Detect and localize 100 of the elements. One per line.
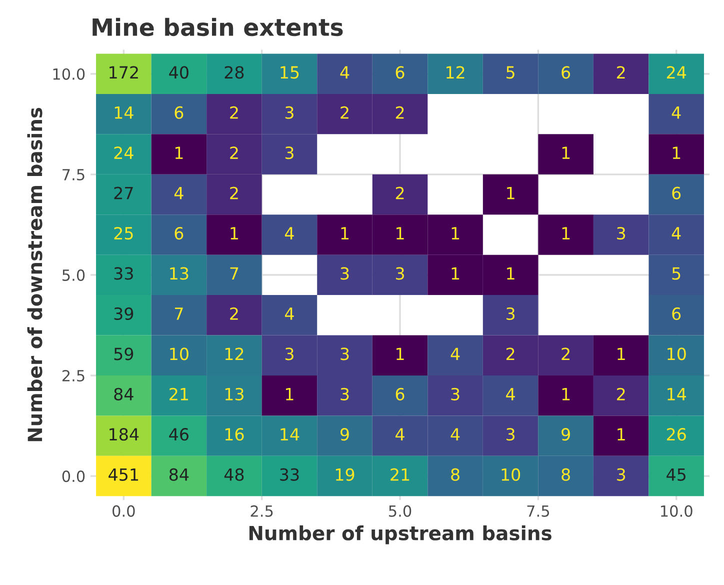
- data-label: 9: [562, 428, 570, 441]
- data-label: 33: [280, 468, 299, 481]
- data-label: 6: [174, 226, 184, 240]
- data-label: 6: [562, 66, 570, 79]
- data-label: 3: [396, 267, 404, 280]
- data-label: 1: [618, 348, 625, 360]
- x-tick-label: 5.0: [389, 505, 412, 517]
- data-label: 1: [230, 227, 238, 240]
- data-label: 6: [396, 66, 404, 79]
- data-label: 451: [108, 468, 138, 481]
- data-label: 48: [224, 468, 244, 481]
- data-label: 16: [225, 428, 244, 441]
- data-label: 4: [450, 428, 460, 440]
- data-label: 1: [562, 227, 570, 240]
- data-label: 1: [175, 146, 183, 159]
- data-label: 4: [174, 186, 184, 200]
- data-label: 2: [396, 186, 404, 200]
- data-label: 27: [114, 186, 133, 200]
- data-label: 1: [341, 227, 349, 240]
- data-label: 4: [672, 227, 681, 240]
- data-label: 2: [617, 388, 625, 400]
- data-label: 3: [285, 348, 294, 360]
- data-label: 10: [502, 468, 520, 481]
- x-tick-label: 2.5: [250, 505, 273, 517]
- data-label: 4: [450, 348, 460, 360]
- data-label: 7: [230, 267, 238, 280]
- data-label: 5: [506, 66, 514, 79]
- data-label: 3: [451, 388, 460, 400]
- data-label: 46: [169, 428, 188, 441]
- data-label: 24: [666, 66, 686, 78]
- data-label: 10: [668, 348, 686, 360]
- data-label: 1: [672, 146, 680, 159]
- data-label: 39: [114, 307, 134, 320]
- data-label: 10: [170, 348, 188, 360]
- data-label: 3: [506, 428, 515, 441]
- data-label: 5: [672, 267, 680, 280]
- data-label: 3: [617, 226, 626, 240]
- data-label: 1: [286, 388, 294, 400]
- data-label: 33: [114, 267, 133, 280]
- data-label: 1: [507, 186, 514, 200]
- x-tick-label: 0.0: [112, 505, 135, 517]
- data-label: 45: [666, 468, 686, 481]
- data-label: 1: [396, 348, 404, 360]
- data-label: 2: [340, 106, 348, 119]
- data-label: 3: [285, 146, 294, 160]
- data-label: 3: [506, 307, 515, 320]
- data-label: 1: [618, 428, 625, 440]
- data-label: 1: [507, 267, 514, 280]
- data-label: 25: [114, 226, 133, 240]
- data-label: 6: [672, 307, 681, 320]
- data-label: 28: [224, 66, 244, 79]
- x-tick-label: 7.5: [527, 506, 549, 517]
- data-label: 84: [114, 388, 134, 400]
- data-label: 12: [225, 348, 244, 360]
- data-label: 84: [169, 468, 189, 481]
- data-label: 8: [451, 468, 460, 481]
- data-label: 2: [230, 146, 238, 159]
- y-tick-label: 7.5: [62, 169, 84, 180]
- data-label: 2: [562, 348, 570, 360]
- data-label: 14: [114, 106, 134, 119]
- data-label: 2: [617, 66, 625, 78]
- data-label: 9: [340, 428, 349, 441]
- data-label: 8: [562, 468, 570, 481]
- data-label: 3: [285, 106, 294, 119]
- data-label: 6: [672, 186, 681, 200]
- data-label: 172: [110, 66, 138, 78]
- data-label: 4: [672, 106, 681, 119]
- data-label: 1: [452, 227, 460, 240]
- data-label: 3: [340, 388, 349, 400]
- x-tick-label: 10.0: [661, 505, 692, 517]
- data-label: 19: [336, 468, 354, 481]
- data-label: 15: [280, 66, 299, 79]
- data-label: 14: [280, 428, 300, 440]
- data-label: 59: [114, 348, 134, 360]
- data-label: 1: [452, 267, 460, 280]
- data-label: 1: [396, 227, 404, 240]
- data-label: 14: [668, 388, 686, 400]
- x-axis-title: Number of upstream basins: [249, 525, 552, 544]
- data-label: 4: [506, 388, 515, 400]
- y-tick-label: 0.0: [62, 470, 85, 482]
- chart-title: Mine basin extents: [92, 18, 343, 36]
- data-label: 4: [284, 308, 294, 320]
- data-label: 2: [396, 106, 404, 119]
- data-label: 2: [230, 186, 238, 200]
- data-label: 6: [174, 106, 184, 119]
- data-label: 1: [562, 388, 570, 400]
- data-label: 1: [562, 146, 570, 159]
- data-label: 24: [114, 146, 134, 159]
- data-label: 12: [446, 66, 464, 78]
- data-label: 26: [666, 428, 686, 441]
- data-label: 13: [225, 388, 244, 400]
- data-label: 6: [396, 388, 404, 400]
- y-tick-label: 10.0: [53, 68, 85, 80]
- data-label: 3: [617, 468, 626, 481]
- data-label: 4: [284, 227, 294, 240]
- data-label: 3: [340, 348, 349, 360]
- data-label: 13: [170, 267, 188, 280]
- data-label: 7: [174, 308, 183, 320]
- data-label: 21: [170, 388, 188, 400]
- data-label: 3: [340, 267, 349, 280]
